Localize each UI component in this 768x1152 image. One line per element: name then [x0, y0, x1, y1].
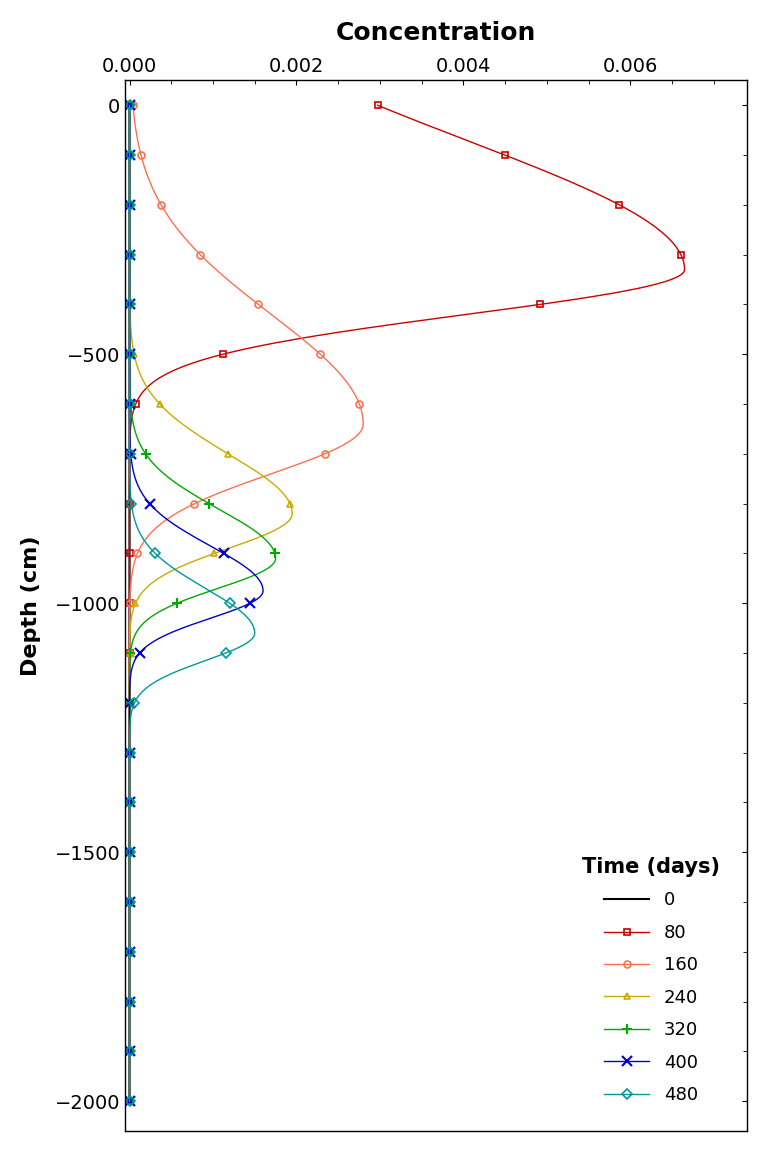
240: [125, 697, 134, 711]
80: [373, 98, 382, 112]
320: [161, 469, 170, 483]
80: [429, 121, 439, 135]
Line: 400: 400: [124, 100, 268, 1106]
80: [125, 469, 134, 483]
320: [125, 1094, 134, 1108]
240: [125, 152, 134, 166]
Line: 480: 480: [126, 101, 258, 1105]
240: [125, 121, 134, 135]
0: [125, 187, 134, 200]
240: [125, 918, 134, 932]
0: [125, 121, 134, 135]
160: [263, 469, 272, 483]
240: [125, 98, 134, 112]
320: [125, 697, 134, 711]
480: [125, 187, 134, 200]
Line: 320: 320: [124, 100, 280, 1106]
480: [125, 918, 134, 932]
480: [129, 697, 138, 711]
400: [125, 98, 134, 112]
480: [125, 469, 134, 483]
480: [125, 121, 134, 135]
0: [125, 918, 134, 932]
0: [125, 98, 134, 112]
0: [125, 1094, 134, 1108]
400: [125, 918, 134, 932]
160: [125, 918, 134, 932]
Line: 160: 160: [126, 101, 366, 1105]
X-axis label: Concentration: Concentration: [336, 21, 536, 45]
240: [125, 1094, 134, 1108]
80: [593, 187, 602, 200]
400: [125, 121, 134, 135]
160: [125, 697, 134, 711]
Legend: 0, 80, 160, 240, 320, 400, 480: 0, 80, 160, 240, 320, 400, 480: [564, 839, 738, 1122]
160: [151, 187, 160, 200]
320: [125, 918, 134, 932]
160: [137, 152, 147, 166]
480: [125, 98, 134, 112]
400: [125, 187, 134, 200]
80: [125, 918, 134, 932]
400: [125, 152, 134, 166]
400: [130, 469, 139, 483]
320: [125, 187, 134, 200]
480: [125, 1094, 134, 1108]
240: [125, 187, 134, 200]
320: [125, 152, 134, 166]
160: [128, 98, 137, 112]
0: [125, 152, 134, 166]
Line: 240: 240: [126, 101, 296, 1105]
320: [125, 121, 134, 135]
0: [125, 469, 134, 483]
400: [125, 1094, 134, 1108]
Y-axis label: Depth (cm): Depth (cm): [21, 536, 41, 676]
240: [257, 469, 266, 483]
160: [131, 121, 140, 135]
320: [125, 98, 134, 112]
Line: 80: 80: [126, 101, 688, 1105]
480: [125, 152, 134, 166]
400: [125, 697, 134, 711]
80: [125, 697, 134, 711]
80: [511, 152, 520, 166]
160: [125, 1094, 134, 1108]
80: [125, 1094, 134, 1108]
0: [125, 697, 134, 711]
